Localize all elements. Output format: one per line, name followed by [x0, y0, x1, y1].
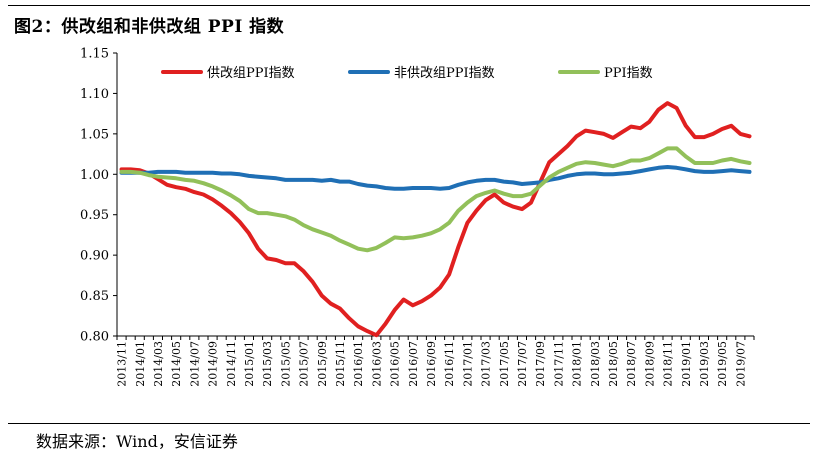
series-line-1 [119, 101, 752, 338]
x-tick-label: 2014/05 [170, 341, 183, 387]
y-tick-label: 1.10 [80, 87, 109, 102]
x-tick-label: 2018/09 [643, 341, 656, 387]
x-tick-label: 2018/11 [662, 341, 675, 387]
chart-legend: 供改组PPI指数 非供改组PPI指数 PPI指数 [161, 66, 653, 81]
x-tick-label: 2017/03 [480, 341, 493, 387]
legend-label-3: PPI指数 [604, 66, 653, 81]
figure-title: 图2：供改组和非供改组 PPI 指数 [14, 17, 285, 37]
y-tick-label: 0.90 [80, 249, 109, 264]
x-tick-label: 2019/05 [716, 341, 729, 387]
source-note: 数据来源：Wind，安信证券 [36, 432, 238, 451]
series-line-3 [119, 146, 752, 253]
x-tick-label: 2019/03 [698, 341, 711, 387]
x-tick-label: 2014/03 [152, 341, 165, 387]
bottom-rule [8, 423, 810, 424]
x-tick-label: 2016/01 [352, 341, 365, 387]
x-tick-label: 2017/05 [498, 341, 511, 387]
x-tick-label: 2014/01 [134, 341, 147, 387]
x-tick-label: 2015/07 [298, 341, 311, 387]
x-tick-label: 2016/09 [425, 341, 438, 387]
chart-series [119, 101, 752, 338]
x-tick-label: 2017/09 [534, 341, 547, 387]
x-tick-label: 2016/05 [389, 341, 402, 387]
x-tick-label: 2014/11 [225, 341, 238, 387]
x-tick-label: 2015/01 [243, 341, 256, 387]
x-tick-label: 2018/01 [571, 341, 584, 387]
x-tick-label: 2016/07 [407, 341, 420, 387]
x-tick-label: 2013/11 [116, 341, 129, 387]
x-tick-label: 2017/11 [552, 341, 565, 387]
y-tick-label: 0.80 [80, 330, 109, 345]
y-tick-label: 1.00 [80, 168, 109, 183]
x-tick-label: 2019/01 [680, 341, 693, 387]
x-tick-label: 2017/01 [461, 341, 474, 387]
x-tick-label: 2015/11 [334, 341, 347, 387]
x-tick-label: 2017/07 [516, 341, 529, 387]
x-tick-label: 2014/07 [188, 341, 201, 387]
y-tick-label: 1.05 [80, 127, 109, 142]
x-tick-label: 2018/05 [607, 341, 620, 387]
x-tick-label: 2018/03 [589, 341, 602, 387]
legend-label-1: 供改组PPI指数 [207, 66, 295, 81]
y-tick-label: 0.95 [80, 208, 109, 223]
y-tick-label: 1.15 [80, 47, 109, 62]
x-tick-label: 2019/07 [734, 341, 747, 387]
x-tick-label: 2016/03 [370, 341, 383, 387]
x-tick-label: 2016/11 [443, 341, 456, 387]
top-rule [8, 5, 810, 6]
x-tick-label: 2015/05 [279, 341, 292, 387]
chart-axes: 0.80 0.85 0.90 0.95 1.00 1.05 1.10 1.15 2013/11 2… [80, 47, 755, 387]
legend-label-2: 非供改组PPI指数 [394, 66, 495, 81]
series-line-2 [119, 165, 752, 191]
x-tick-label: 2015/09 [316, 341, 329, 387]
x-tick-label: 2018/07 [625, 341, 638, 387]
x-tick-label: 2014/09 [207, 341, 220, 387]
x-tick-label: 2015/03 [261, 341, 274, 387]
y-tick-label: 0.85 [80, 289, 109, 304]
